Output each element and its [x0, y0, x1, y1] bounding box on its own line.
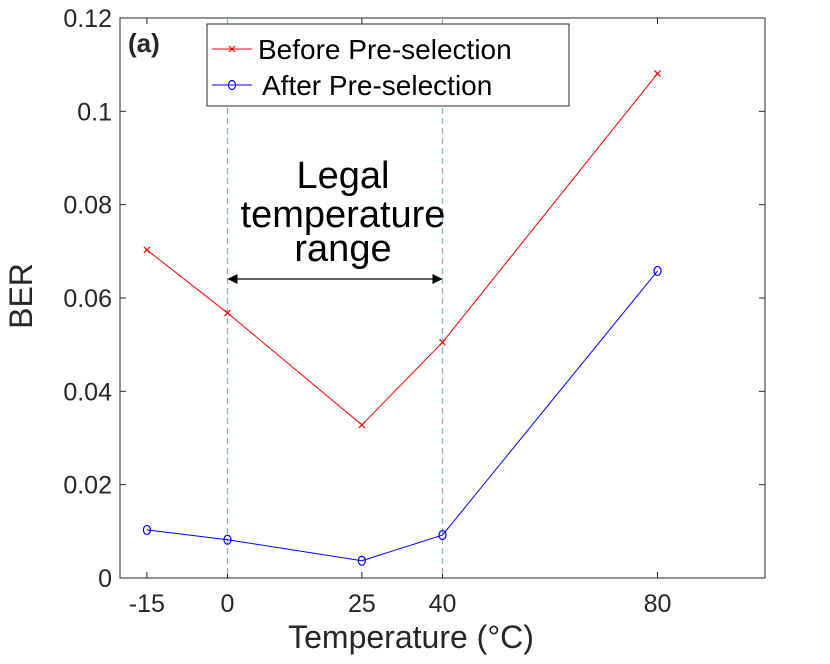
- legend-marker-after: [227, 79, 237, 91]
- legal-range-lines: [226, 18, 444, 578]
- y-tick-label: 0.04: [63, 378, 112, 406]
- data-point-before: [654, 70, 661, 77]
- series-line-before: [146, 73, 658, 426]
- y-tick-label: 0.02: [63, 472, 112, 500]
- legend-box: [206, 23, 570, 107]
- x-tick-label: 40: [429, 590, 457, 618]
- x-tick-label: 0: [221, 590, 235, 618]
- data-point-before: [358, 421, 366, 429]
- data-point-before: [224, 309, 231, 317]
- annotation-line-1: Legal: [297, 155, 390, 197]
- legend-entry-after: After Pre-selection: [212, 70, 492, 101]
- x-tick-label: -15: [129, 590, 165, 618]
- y-tick-label: 0.12: [63, 5, 112, 33]
- panel-label: (a): [128, 28, 160, 58]
- x-tick-label: 80: [644, 590, 672, 618]
- y-tick-label: 0.06: [63, 285, 112, 313]
- x-tick-label: 25: [348, 590, 376, 618]
- legend-label-before: Before Pre-selection: [258, 34, 512, 65]
- data-point-after: [142, 524, 151, 536]
- series-line-after: [146, 270, 658, 562]
- legend-marker-before: [228, 45, 236, 53]
- x-axis-label: Temperature (°C): [288, 619, 534, 655]
- data-point-after: [438, 529, 447, 541]
- data-point-after: [357, 555, 366, 566]
- y-tick-label: 0.08: [63, 192, 112, 220]
- legend: Before Pre-selection After Pre-selection: [206, 23, 570, 107]
- series-layer: [142, 70, 662, 566]
- y-axis: 0 0.02 0.04 0.06 0.08 0.1 0.12: [63, 5, 765, 593]
- data-point-after: [653, 265, 662, 277]
- data-point-before: [439, 338, 446, 346]
- annotation-line-2: temperature: [241, 194, 446, 236]
- legal-range-annotation: Legal temperature range: [227, 155, 446, 284]
- data-point-before: [143, 246, 151, 254]
- y-tick-label: 0.1: [77, 98, 112, 126]
- legend-label-after: After Pre-selection: [262, 70, 492, 101]
- annotation-line-3: range: [294, 228, 391, 270]
- y-tick-label: 0: [98, 565, 112, 593]
- x-axis: -15 0 25 40 80: [129, 18, 672, 618]
- y-axis-label: BER: [3, 263, 39, 329]
- data-point-after: [223, 534, 232, 545]
- legend-entry-before: Before Pre-selection: [212, 34, 512, 65]
